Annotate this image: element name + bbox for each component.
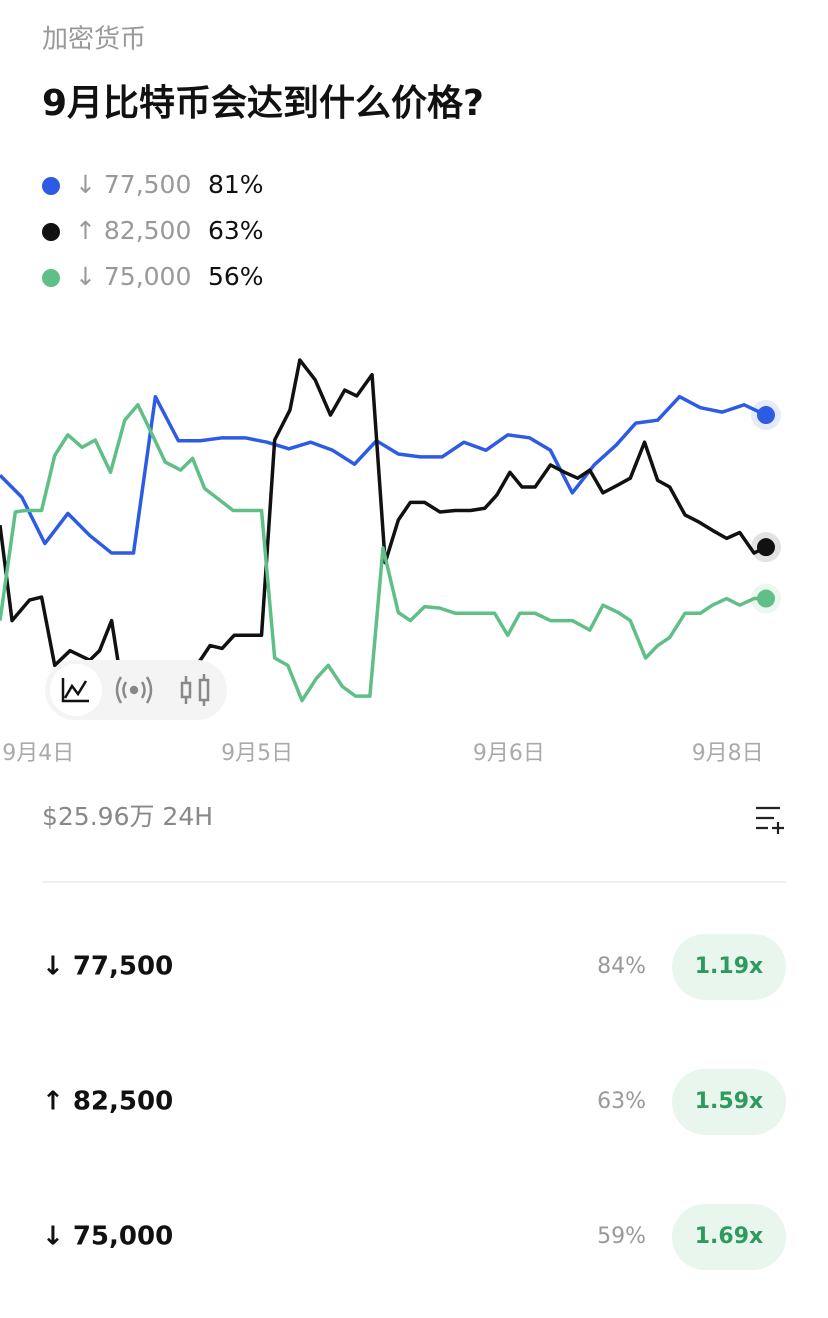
legend-value: 63%: [208, 216, 264, 245]
outcome-label: ↑ 82,500: [42, 1087, 173, 1117]
legend-name: ↑ 82,500: [75, 216, 191, 245]
outcome-label: ↓ 77,500: [42, 952, 173, 982]
end-dot: [757, 589, 775, 608]
x-tick-label: 9月4日: [2, 741, 74, 766]
outcome-percent: 59%: [597, 1224, 646, 1249]
buy-multiplier[interactable]: 1.69x: [695, 1224, 763, 1249]
sort-icon[interactable]: [756, 806, 784, 834]
outcome-list: ↓ 77,500 84% 1.19x ↑ 82,500 63% 1.59x ↓ 75,000…: [42, 934, 786, 1270]
legend-value: 56%: [208, 262, 264, 291]
x-tick-label: 9月8日: [692, 741, 764, 766]
legend-name: ↓ 77,500: [75, 170, 191, 199]
category: 加密货币: [42, 25, 146, 55]
x-tick-label: 9月5日: [221, 741, 293, 766]
outcome-label: ↓ 75,000: [42, 1222, 173, 1252]
buy-button[interactable]: [672, 1069, 786, 1135]
tool-candle-icon[interactable]: [180, 674, 210, 706]
plot: [0, 358, 781, 703]
x-tick-label: 9月6日: [473, 741, 545, 766]
tool-live-icon[interactable]: [115, 676, 153, 704]
title: 9月比特币会达到什么价格?: [42, 83, 484, 124]
series-line: [0, 394, 767, 555]
chart-tools: [45, 660, 227, 720]
legend-dot: [42, 223, 60, 241]
series-line: [0, 358, 767, 703]
outcome-percent: 63%: [597, 1089, 646, 1114]
series-line: [0, 403, 766, 703]
legend-dot: [42, 269, 60, 287]
legend-dot: [42, 177, 60, 195]
end-dot: [757, 406, 775, 425]
end-dot: [757, 538, 775, 557]
volume: $25.96万 24H: [42, 802, 213, 831]
legend-value: 81%: [208, 170, 264, 199]
x-axis: 9月4日 9月5日 9月6日 9月8日: [2, 741, 763, 766]
buy-button[interactable]: [672, 934, 786, 1000]
buy-multiplier[interactable]: 1.19x: [695, 954, 763, 979]
tool-line-icon[interactable]: [61, 678, 89, 703]
legend: ↓ 77,500 81% ↑ 82,500 63% ↓ 75,000 56%: [42, 170, 264, 291]
legend-name: ↓ 75,000: [75, 262, 191, 291]
buy-button[interactable]: [672, 1204, 786, 1270]
buy-multiplier[interactable]: 1.59x: [695, 1089, 763, 1114]
outcome-percent: 84%: [597, 954, 646, 979]
